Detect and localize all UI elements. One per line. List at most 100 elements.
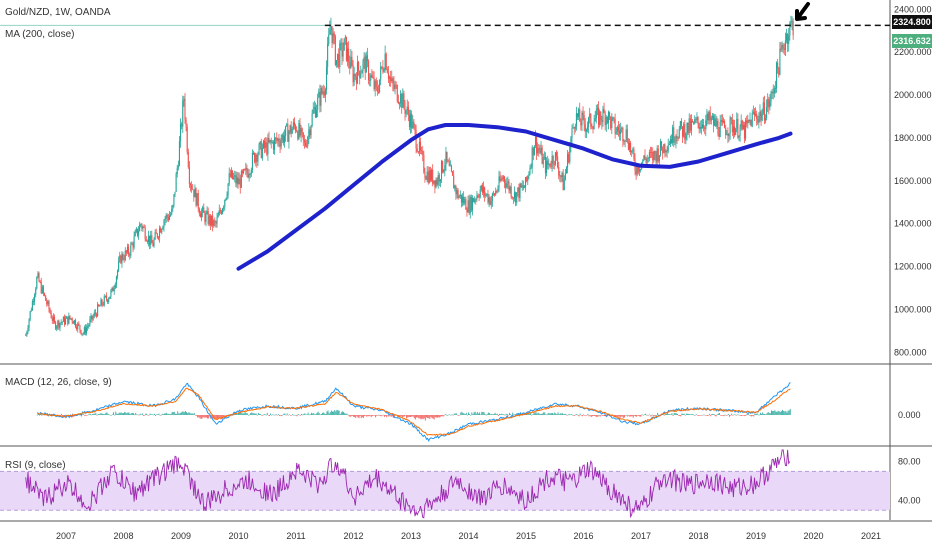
macd-hist-bar	[703, 414, 705, 416]
candle-body	[743, 124, 746, 139]
macd-hist-bar	[408, 415, 410, 418]
candle-body	[477, 195, 479, 197]
candle-body	[382, 67, 384, 72]
macd-hist-bar	[374, 415, 376, 416]
candle-body	[635, 170, 637, 175]
macd-hist-bar	[769, 413, 771, 415]
candle-body	[94, 312, 96, 314]
macd-hist-bar	[369, 415, 371, 416]
macd-hist-bar	[683, 413, 685, 415]
macd-hist-bar	[474, 411, 476, 415]
macd-hist-bar	[41, 415, 43, 416]
candle-body	[158, 228, 161, 238]
macd-hist-bar	[389, 415, 391, 416]
macd-hist-bar	[680, 415, 682, 417]
macd-hist-bar	[532, 414, 534, 415]
ma-legend-label[interactable]: MA (200, close)	[5, 29, 74, 40]
candle-body	[264, 140, 266, 148]
candle-body	[548, 163, 550, 166]
candle-body	[679, 120, 681, 129]
macd-hist-bar	[497, 415, 499, 417]
macd-hist-bar	[437, 415, 439, 418]
macd-hist-bar	[368, 415, 370, 417]
macd-hist-bar	[190, 413, 192, 415]
y-tick-label: 1800.000	[894, 133, 932, 143]
macd-hist-bar	[510, 414, 512, 415]
macd-hist-bar	[746, 413, 748, 415]
macd-hist-bar	[100, 413, 102, 415]
macd-hist-bar	[432, 415, 434, 419]
macd-hist-bar	[738, 414, 740, 416]
candle-body	[432, 169, 434, 184]
candle-body	[422, 150, 424, 155]
candle-body	[77, 323, 79, 330]
candle-body	[222, 208, 224, 214]
macd-hist-bar	[114, 414, 116, 416]
macd-hist-bar	[203, 415, 205, 418]
candle-body	[342, 50, 344, 57]
macd-hist-bar	[438, 415, 440, 418]
candle-body	[388, 77, 391, 79]
macd-hist-bar	[597, 415, 599, 417]
candle-body	[87, 326, 89, 328]
candle-body	[606, 116, 608, 123]
macd-hist-bar	[674, 413, 676, 415]
x-axis: 2007 2008 2009 2010 2011 2012 2013 2014 2015 2016…	[56, 531, 881, 541]
candle-body	[261, 147, 263, 158]
macd-hist-bar	[107, 413, 109, 415]
macd-hist-bar	[434, 415, 436, 418]
macd-hist-bar	[381, 415, 383, 416]
candle-body	[51, 318, 53, 321]
macd-hist-bar	[575, 414, 577, 416]
macd-hist-bar	[125, 412, 127, 415]
candle-body	[647, 157, 649, 159]
candle-body	[768, 99, 770, 108]
macd-hist-bar	[561, 413, 563, 415]
macd-hist-bar	[585, 415, 587, 416]
macd-hist-bar	[483, 412, 485, 415]
macd-hist-bar	[345, 413, 347, 415]
candle-body	[559, 175, 561, 177]
candle-body	[674, 141, 676, 143]
macd-hist-bar	[599, 415, 601, 417]
candle-body	[695, 119, 697, 121]
macd-hist-bar	[745, 415, 747, 416]
candle-body	[496, 191, 498, 192]
macd-hist-bar	[628, 415, 630, 416]
candle-body	[226, 195, 228, 199]
macd-hist-bar	[121, 413, 123, 415]
candle-body	[58, 320, 60, 328]
candle-body	[273, 138, 276, 150]
rsi-legend-label[interactable]: RSI (9, close)	[5, 460, 66, 471]
macd-hist-bar	[555, 413, 557, 415]
candle-body	[574, 126, 576, 129]
macd-hist-bar	[504, 415, 506, 416]
macd-hist-bar	[266, 412, 268, 415]
candle-body	[405, 110, 407, 114]
candle-body	[519, 183, 521, 199]
macd-hist-bar	[113, 412, 115, 415]
macd-hist-bar	[543, 412, 545, 415]
candle-body	[701, 124, 704, 129]
macd-hist-bar	[453, 413, 455, 415]
macd-hist-bar	[705, 415, 707, 416]
macd-hist-bar	[669, 414, 671, 415]
macd-hist-bar	[162, 414, 164, 415]
macd-hist-bar	[214, 415, 216, 419]
macd-hist-bar	[591, 415, 593, 417]
candle-body	[323, 91, 325, 96]
candle-body	[482, 187, 485, 193]
candle-body	[667, 145, 669, 152]
macd-hist-bar	[778, 411, 780, 415]
candle-body	[719, 121, 721, 137]
macd-hist-bar	[534, 412, 536, 415]
macd-hist-bar	[262, 415, 264, 416]
candle-body	[412, 121, 414, 129]
macd-hist-bar	[149, 413, 151, 415]
last-price-badge-text: 2316.632	[893, 36, 931, 46]
macd-legend-label[interactable]: MACD (12, 26, close, 9)	[5, 377, 112, 388]
macd-hist-bar	[636, 415, 638, 417]
candle-body	[168, 215, 171, 220]
candle-body	[88, 324, 90, 327]
